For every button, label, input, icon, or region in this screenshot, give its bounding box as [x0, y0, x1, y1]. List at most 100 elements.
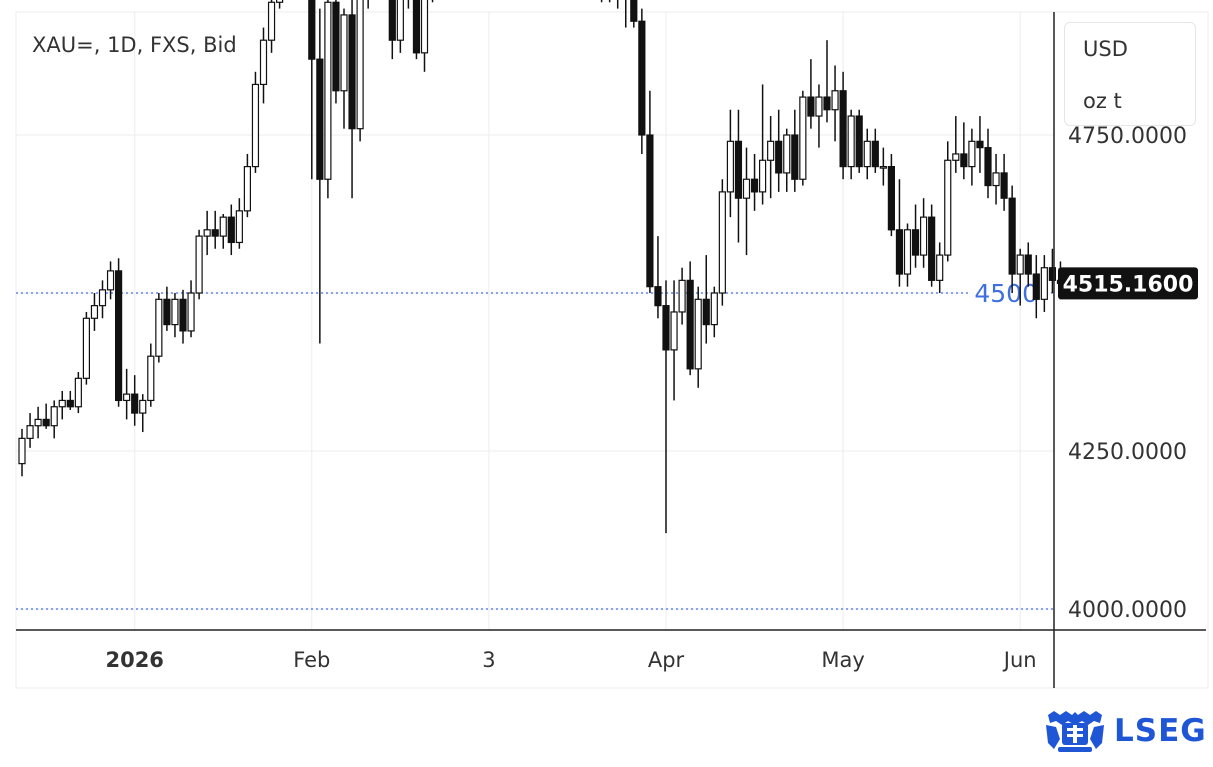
chart-frame — [15, 11, 1209, 689]
candle-body-down — [823, 96, 831, 111]
candle-body-down — [308, 0, 316, 60]
candle-body-down — [227, 216, 235, 244]
candle-body-down — [1048, 267, 1057, 281]
candle — [367, 0, 369, 9]
weight-unit: oz t — [1083, 89, 1122, 113]
candle-body-down — [807, 96, 815, 117]
candle — [662, 280, 670, 534]
x-tick-label: Apr — [648, 648, 685, 672]
candle-body-up — [50, 406, 58, 427]
candle — [74, 372, 82, 414]
candle — [976, 116, 984, 173]
candle — [243, 153, 251, 218]
candle-body-up — [799, 96, 807, 180]
reference-label-bg — [968, 279, 1042, 307]
x-tick-label: May — [821, 648, 864, 672]
candle-body-up — [203, 229, 211, 237]
candle — [831, 65, 839, 142]
candle — [131, 375, 139, 426]
candle — [18, 428, 26, 477]
candle-body-down — [638, 20, 646, 136]
candle-body-up — [718, 191, 726, 294]
candle — [686, 261, 694, 376]
candle — [960, 122, 968, 180]
candle-body-up — [1040, 267, 1048, 300]
candle — [734, 109, 743, 243]
candle — [847, 109, 855, 180]
candle — [783, 128, 791, 192]
candle-body-up — [847, 115, 855, 168]
candle — [791, 109, 799, 192]
y-tick-label: 4250.0000 — [1068, 440, 1187, 465]
candle — [106, 261, 115, 300]
candle — [1008, 185, 1016, 293]
candle — [1032, 255, 1040, 319]
candle-body-up — [139, 399, 147, 414]
candle-body-down — [976, 140, 984, 149]
candle — [407, 0, 410, 9]
candle-body-down — [911, 229, 920, 256]
candle-body-down — [348, 14, 356, 130]
candle — [195, 229, 203, 300]
candle — [654, 236, 662, 319]
candle-body-down — [686, 279, 694, 370]
candle — [616, 0, 619, 9]
candle — [625, 0, 627, 28]
candle-body-up — [235, 210, 243, 244]
candle-body-down — [412, 0, 421, 54]
candle-body-down — [839, 90, 847, 168]
candle-body-down — [855, 115, 863, 168]
candle-body-down — [734, 140, 743, 199]
candle-body-down — [960, 153, 968, 168]
candle — [259, 27, 268, 104]
candle — [420, 0, 429, 72]
candle-body-up — [90, 305, 99, 319]
last-price-label: 4515.1600 — [1063, 272, 1194, 297]
candle — [608, 0, 611, 3]
candle — [203, 210, 211, 256]
candle — [227, 204, 235, 256]
candle-body-up — [276, 0, 284, 3]
candle — [139, 394, 147, 433]
candle-body-up — [694, 298, 702, 370]
candle — [1016, 248, 1024, 306]
candle-body-up — [1016, 254, 1024, 275]
candle-body-down — [1032, 273, 1040, 300]
instrument-label: XAU=, 1D, FXS, Bid — [32, 33, 237, 57]
candle-body-down — [928, 216, 936, 281]
candle — [807, 59, 815, 129]
candle-body-down — [114, 270, 123, 402]
candle — [742, 147, 751, 256]
candle — [630, 0, 638, 28]
lseg-crest-icon — [1046, 711, 1104, 752]
candle — [863, 128, 871, 180]
candle — [123, 368, 131, 420]
candle-body-down — [702, 298, 710, 326]
candle-body-up — [340, 14, 348, 92]
unit-box: USD oz t — [1064, 22, 1196, 126]
candle-body-down — [1000, 172, 1008, 199]
candle — [984, 128, 992, 199]
candle-body-down — [654, 286, 662, 307]
candle — [702, 255, 710, 344]
candle — [332, 0, 340, 104]
candle-body-up — [919, 216, 928, 256]
candle-body-down — [388, 0, 396, 41]
candle-body-up — [670, 311, 678, 351]
candle — [968, 128, 976, 186]
candle-body-up — [219, 216, 227, 237]
candle — [26, 413, 34, 448]
candle — [187, 280, 195, 338]
candle — [992, 153, 1000, 205]
candle-body-up — [34, 418, 42, 427]
candle-body-up — [767, 140, 775, 161]
candle — [638, 8, 646, 154]
candle — [251, 71, 260, 173]
currency-unit: USD — [1083, 37, 1128, 61]
candle — [1000, 153, 1008, 211]
candle-body-up — [992, 172, 1000, 187]
candle — [356, 0, 364, 142]
candle-body-down — [131, 393, 139, 414]
candle-body-up — [267, 1, 276, 41]
